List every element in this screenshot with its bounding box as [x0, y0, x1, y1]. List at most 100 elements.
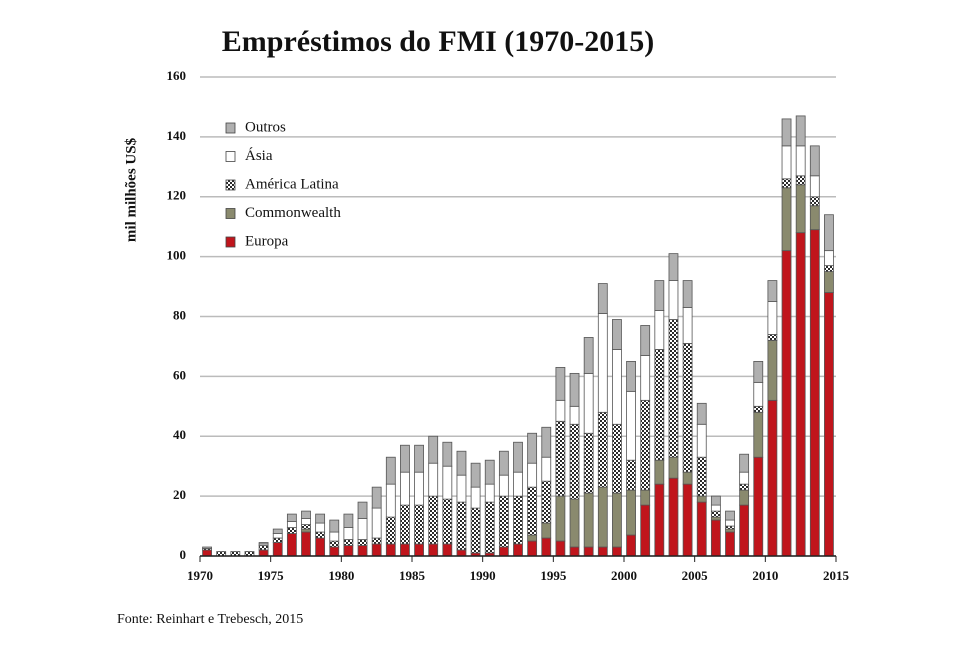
bar-segment [315, 537, 326, 557]
bar-segment [809, 196, 820, 207]
bar-segment [767, 280, 778, 302]
bar-segment [400, 543, 410, 557]
bar-segment [809, 145, 820, 177]
bar-segment [583, 337, 594, 374]
bar-segment [795, 175, 806, 186]
bar-segment [272, 528, 283, 534]
bar-segment [767, 340, 778, 401]
bar-segment [569, 405, 580, 425]
y-tick-label: 60 [173, 367, 186, 382]
bar-segment [781, 145, 792, 180]
legend-swatch [225, 122, 236, 134]
bar-segment [286, 533, 297, 557]
x-tick-label: 1975 [258, 568, 285, 583]
bar-segment [484, 483, 495, 503]
bar-segment [456, 501, 467, 551]
bar-segment [555, 399, 566, 422]
bar-segment [626, 459, 636, 491]
legend-label: Europa [245, 233, 289, 249]
bar-segment [654, 280, 665, 311]
bar-segment [527, 432, 538, 464]
bar-segment [541, 456, 552, 482]
bar-segment [781, 118, 792, 147]
bar-segment [654, 483, 665, 557]
bar-segment [286, 513, 297, 522]
bar-segment [315, 531, 326, 539]
y-axis-label: mil milhões US$ [123, 137, 139, 242]
bar-segment [301, 531, 311, 557]
bar-segment [569, 546, 580, 557]
bar-segment [710, 510, 721, 518]
x-tick-label: 1980 [328, 568, 354, 583]
bar-segment [795, 184, 806, 234]
bar-segment [739, 483, 750, 491]
bar-segment [414, 444, 424, 473]
bar-segment [626, 390, 636, 461]
bar-segment [612, 492, 622, 548]
bar-segment [654, 349, 665, 461]
bar-segment [668, 319, 679, 458]
bar-segment [343, 539, 354, 546]
bar-segment [498, 450, 509, 476]
bar-segment [329, 540, 340, 548]
bar-segment [682, 280, 693, 308]
bar-segment [442, 498, 453, 545]
bar-segment [301, 524, 311, 530]
bar-segment [824, 214, 834, 252]
bar-segment [682, 343, 693, 473]
bar-segment [710, 519, 721, 557]
bar-segment [400, 471, 410, 506]
bar-segment [385, 543, 396, 557]
bar-segment [710, 504, 721, 512]
bar-segment [400, 444, 410, 473]
bar-segment [668, 253, 679, 281]
bar-segment [753, 456, 764, 557]
bar-segment [569, 372, 580, 407]
x-tick-label: 1985 [399, 568, 426, 583]
bar-segment [781, 178, 792, 189]
bar-segment [301, 510, 311, 519]
bar-segment [286, 521, 297, 528]
bar-segment [597, 411, 608, 488]
bar-segment [612, 319, 622, 350]
x-tick-label: 2005 [682, 568, 709, 583]
bar-segment [470, 462, 481, 488]
bar-segment [597, 486, 608, 548]
bar-segment [357, 545, 368, 557]
bar-segment [640, 504, 651, 557]
bar-segment [385, 456, 396, 485]
bar-segment [725, 510, 735, 521]
bar-segment [725, 519, 735, 527]
bar-segment [272, 533, 283, 539]
bar-segment [583, 432, 594, 494]
bar-segment [371, 486, 382, 509]
bar-segment [612, 423, 622, 494]
bar-segment [725, 525, 735, 530]
bar-segment [414, 504, 424, 545]
bar-segment [428, 462, 439, 497]
bar-segment [710, 495, 721, 506]
bar-segment [258, 549, 269, 557]
bar-segment [739, 453, 750, 473]
y-tick-label: 40 [173, 427, 186, 442]
bar-segment [795, 232, 806, 557]
bar-segment [739, 489, 750, 506]
bar-segment [470, 507, 481, 554]
bar-segment [824, 271, 834, 293]
bar-segment [258, 542, 269, 545]
legend-label: Outros [245, 119, 286, 135]
bar-segment [555, 495, 566, 542]
bar-segment [781, 250, 792, 557]
bar-segment [795, 145, 806, 177]
bar-segment [513, 471, 523, 497]
bar-segment [513, 543, 523, 557]
bar-segment [739, 504, 750, 557]
bar-segment [753, 411, 764, 458]
x-tick-label: 2000 [611, 568, 637, 583]
bar-segment [513, 495, 523, 545]
bar-segment [555, 540, 566, 557]
bar-segment [541, 480, 552, 524]
bar-segment [682, 471, 693, 485]
bar-segment [385, 483, 396, 518]
